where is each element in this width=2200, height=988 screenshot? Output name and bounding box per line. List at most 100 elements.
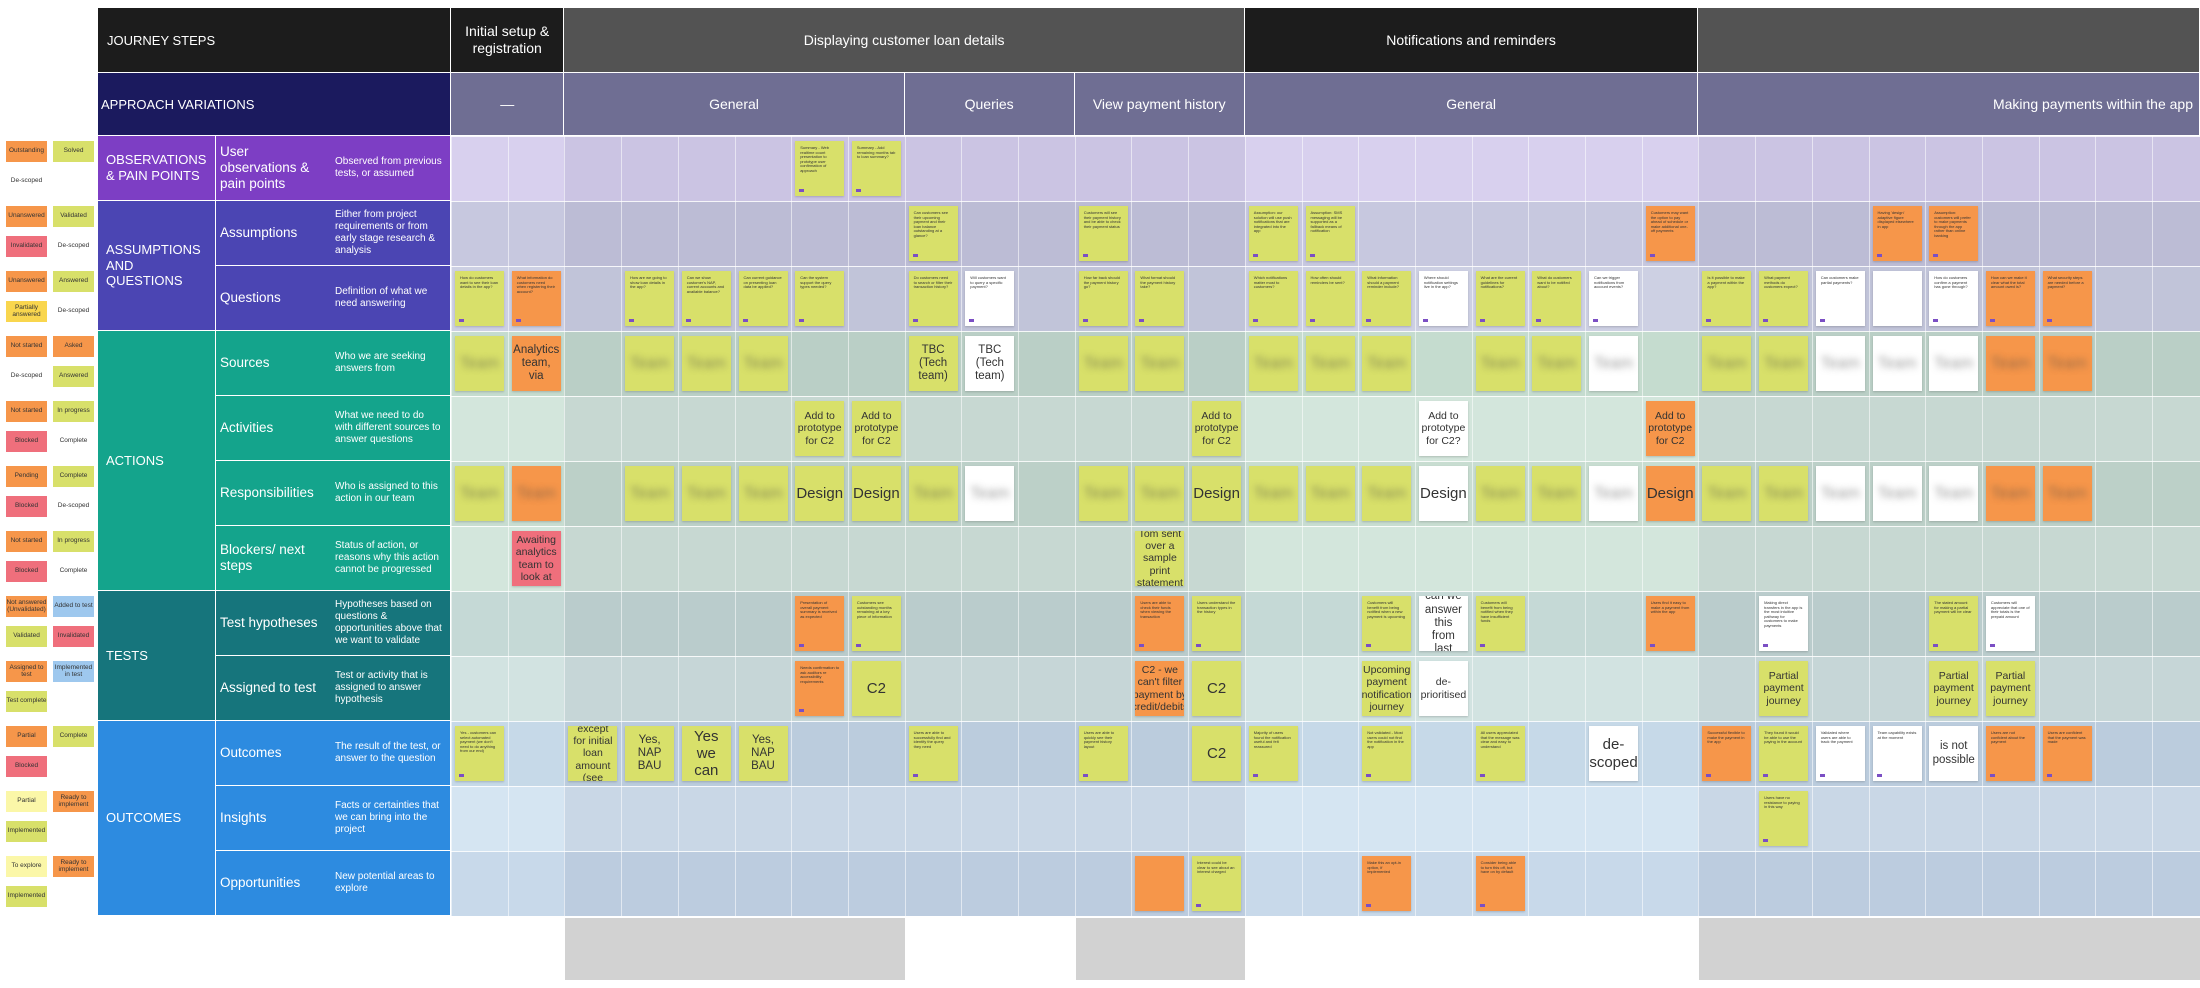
row-name: Activities	[216, 396, 330, 460]
author-tag	[969, 319, 975, 322]
row-description: The result of the test, or answer to the…	[330, 721, 450, 785]
stage-header: Displaying customer loan details	[564, 8, 1244, 72]
row-name: Opportunities	[216, 851, 330, 915]
sticky-note: Team	[1929, 466, 1979, 521]
row-description: Observed from previous tests, or assumed	[330, 136, 450, 200]
sticky-note: Customers may want the option to pay ahe…	[1645, 206, 1695, 261]
sticky-note: Yes, except for initial loan amount (see…	[568, 726, 618, 781]
author-tag	[1196, 644, 1202, 647]
author-tag	[1649, 254, 1655, 257]
author-tag	[1706, 774, 1712, 777]
row-name: User observations & pain points	[216, 136, 330, 200]
author-tag	[1706, 319, 1712, 322]
sticky-note: Can we trigger notifications from accoun…	[1589, 271, 1638, 326]
sticky-note: Can the system support the query types n…	[795, 271, 845, 326]
author-tag	[1479, 644, 1485, 647]
legend-tag: Blocked	[6, 756, 47, 777]
sticky-note: Add to prototype for C2	[795, 401, 845, 456]
row-name: Assigned to test	[216, 656, 330, 720]
legend-tag: Answered	[53, 366, 94, 387]
sticky-note: Analytics team, via	[511, 336, 561, 391]
row-description: Who is assigned to this action in our te…	[330, 461, 450, 525]
sticky-note: How do customers confirm a payment has g…	[1929, 271, 1979, 326]
legend-tag: De-scoped	[10, 177, 43, 185]
journey-steps-label: JOURNEY STEPS	[98, 8, 450, 72]
sticky-note: Team	[511, 466, 561, 521]
legend-tag: Not started	[6, 531, 47, 552]
grey-area	[1699, 918, 2200, 980]
sticky-note: is not possible	[1929, 726, 1979, 781]
sticky-note: Add to prototype for C2	[851, 401, 901, 456]
legend-tag: Complete	[59, 567, 88, 575]
legend-tag: Asked	[53, 336, 94, 357]
grid-row-line	[451, 721, 2200, 722]
row-name: Assumptions	[216, 201, 330, 265]
grid-row	[451, 591, 2200, 656]
sticky-note: Design	[1192, 466, 1242, 521]
legend-tag: Outstanding	[6, 141, 47, 162]
author-tag	[855, 644, 861, 647]
sticky-note: Team	[1305, 336, 1355, 391]
sticky-note: Assumption: our solution will use push n…	[1248, 206, 1298, 261]
sticky-note: Team	[455, 336, 504, 391]
sticky-note: Team	[625, 336, 675, 391]
grid-row-line	[451, 331, 2200, 332]
legend-tag: Invalidated	[53, 626, 94, 647]
sticky-note: Making direct transfers in the app is th…	[1759, 596, 1809, 651]
sticky-note: Design	[1645, 466, 1695, 521]
legend-tag: Complete	[53, 466, 94, 487]
sticky-note: Team	[1759, 466, 1809, 521]
grid-row-line	[451, 396, 2200, 397]
sticky-note: Team	[1702, 336, 1752, 391]
approach-header: Queries	[904, 73, 1074, 135]
sticky-note: Team	[1815, 336, 1865, 391]
sticky-note: Upcoming payment notification journey	[1362, 661, 1412, 716]
sticky-note: C2 - we can't filter payment by credit/d…	[1135, 661, 1185, 716]
legend-tag: Answered	[53, 271, 94, 292]
sticky-note: What information do customers need when …	[511, 271, 561, 326]
sticky-note: Users understand the transaction types i…	[1192, 596, 1242, 651]
legend-tag: In progress	[53, 401, 94, 422]
legend-tag: Not started	[6, 336, 47, 357]
sticky-note: Team	[2042, 466, 2092, 521]
author-tag	[1989, 774, 1995, 777]
sticky-note: How far back should the payment history …	[1078, 271, 1128, 326]
sticky-note: C2	[1192, 726, 1242, 781]
sticky-note: de-scoped	[1589, 726, 1638, 781]
group-label-assume: ASSUMPTIONS AND QUESTIONS	[98, 201, 215, 330]
sticky-note: Team	[1135, 336, 1185, 391]
sticky-note: Team	[1872, 336, 1922, 391]
sticky-note: Team	[1248, 336, 1298, 391]
approach-header: General	[1244, 73, 1698, 135]
sticky-note: Design	[1418, 466, 1468, 521]
legend-tag: Blocked	[6, 431, 47, 452]
approach-header: Making payments within the app	[1698, 73, 2199, 135]
sticky-note: Can current guidance on presenting loan …	[738, 271, 788, 326]
stage-header: Notifications and reminders	[1244, 8, 1698, 72]
sticky-note: Users are able to check their funds when…	[1135, 596, 1185, 651]
sticky-note: Team	[1985, 336, 2035, 391]
approach-header: View payment history	[1074, 73, 1244, 135]
sticky-note: Awaiting analytics team to look at	[511, 531, 561, 586]
approach-variations-label: APPROACH VARIATIONS	[98, 73, 450, 135]
sticky-note: Can we show customer's NAP, current acco…	[681, 271, 731, 326]
sticky-note: What format should the payment history t…	[1135, 271, 1185, 326]
author-tag	[685, 319, 691, 322]
row-description: Definition of what we need answering	[330, 266, 450, 330]
legend-tag: Partially answered	[6, 301, 47, 322]
grid-row-line	[451, 786, 2200, 787]
grid-row-line	[451, 266, 2200, 267]
author-tag	[1252, 774, 1258, 777]
author-tag	[1933, 644, 1939, 647]
author-tag	[2046, 774, 2052, 777]
author-tag	[1989, 319, 1995, 322]
author-tag	[1196, 904, 1202, 907]
legend-tag: Validated	[6, 626, 47, 647]
sticky-note: Which notifications matter most to custo…	[1248, 271, 1298, 326]
author-tag	[1479, 774, 1485, 777]
sticky-note: The stated amount for making a partial p…	[1929, 596, 1979, 651]
author-tag	[799, 319, 805, 322]
sticky-note: Team	[1872, 466, 1922, 521]
legend-tag: De-scoped	[57, 307, 90, 315]
sticky-note: Team	[1475, 466, 1525, 521]
